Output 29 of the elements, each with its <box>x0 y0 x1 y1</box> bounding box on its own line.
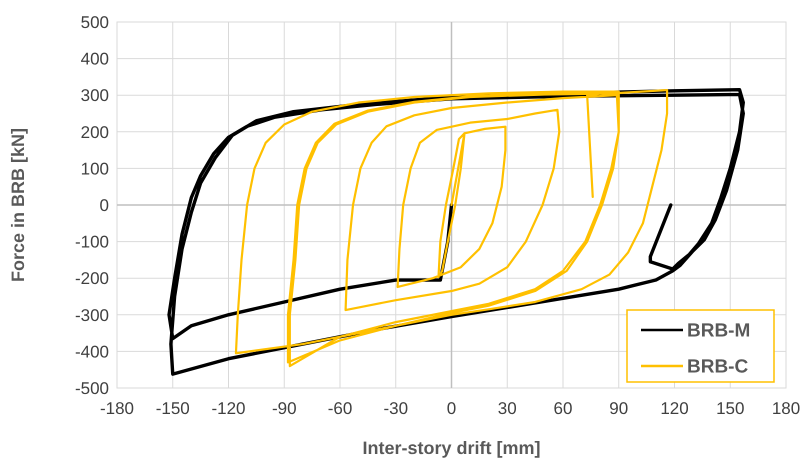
x-tick-label: -90 <box>272 399 297 418</box>
y-tick-label: -400 <box>74 342 109 362</box>
x-tick-label: -60 <box>328 399 352 418</box>
x-axis-title: Inter-story drift [mm] <box>362 438 541 458</box>
x-tick-label: -120 <box>211 399 246 418</box>
legend-label: BRB-M <box>687 320 750 342</box>
y-tick-label: -300 <box>74 306 109 325</box>
x-tick-label: 120 <box>660 399 689 418</box>
y-tick-label: -100 <box>74 232 109 252</box>
y-tick-label: 500 <box>80 12 109 32</box>
y-tick-label: 400 <box>80 50 109 69</box>
line-series <box>234 88 668 368</box>
x-tick-label: 60 <box>554 399 572 418</box>
y-tick-label: 300 <box>80 86 109 106</box>
y-tick-label: -200 <box>74 269 109 288</box>
x-tick-label: -150 <box>156 399 190 418</box>
y-axis-title: Force in BRB [kN] <box>8 128 28 282</box>
x-tick-label: 180 <box>772 399 800 418</box>
x-tick-label: 0 <box>446 399 456 418</box>
legend-label: BRB-C <box>687 356 748 378</box>
y-tick-label: -500 <box>74 378 109 398</box>
x-tick-label: 150 <box>716 399 744 418</box>
x-tick-label: 90 <box>609 399 628 418</box>
y-tick-label: 200 <box>80 122 109 142</box>
x-tick-label: -30 <box>383 399 408 418</box>
y-tick-label: 0 <box>100 196 109 215</box>
x-tick-label: 30 <box>498 399 517 418</box>
y-tick-label: 100 <box>80 159 109 178</box>
x-tick-label: -180 <box>100 399 134 418</box>
